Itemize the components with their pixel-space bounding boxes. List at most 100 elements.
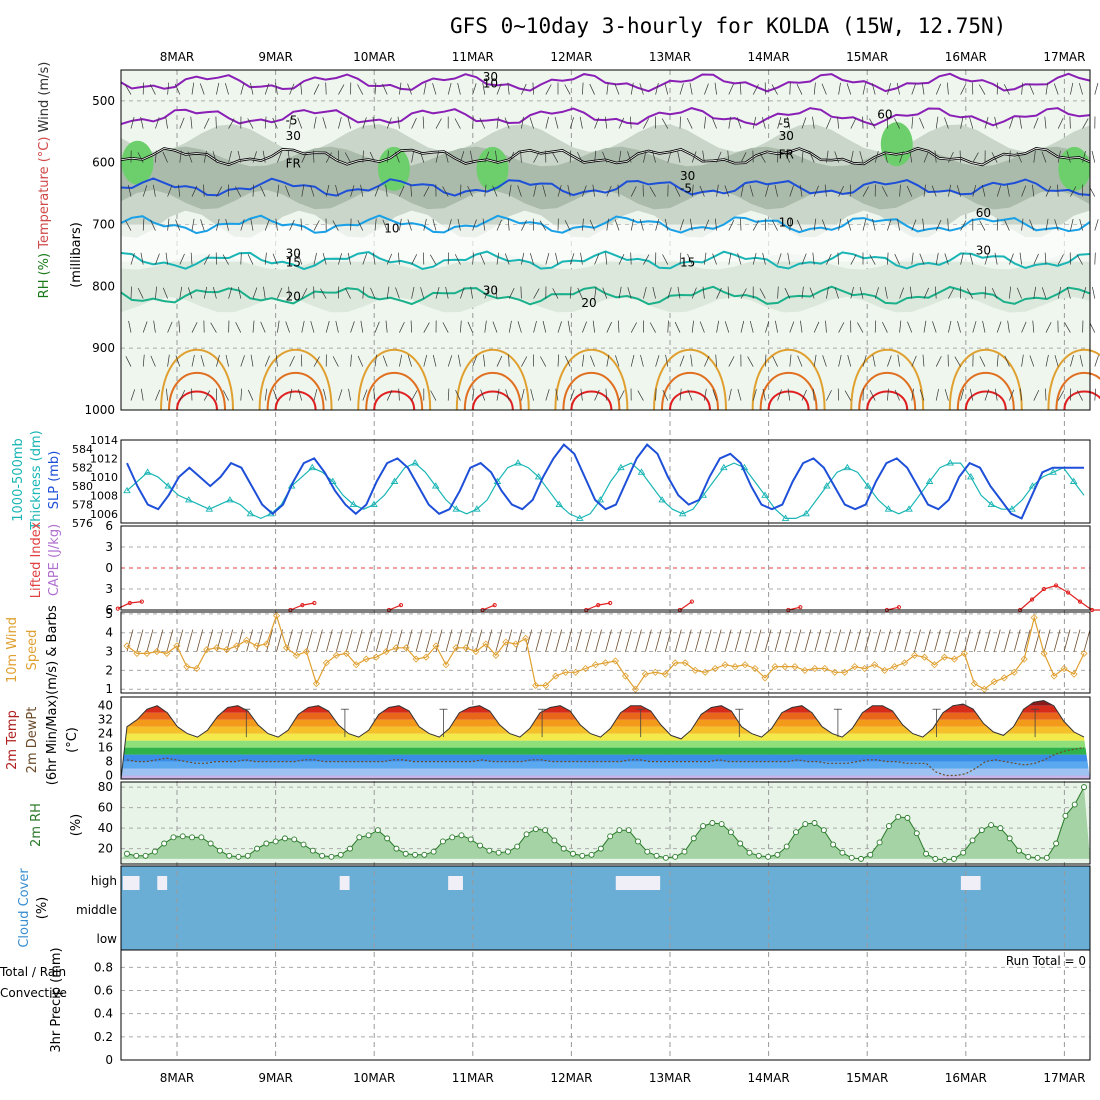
thickness-tick-label: 576: [72, 517, 93, 530]
axis-label-part: (millibars): [69, 222, 84, 288]
wind-barb: [643, 150, 647, 163]
wind-barb: [496, 388, 500, 401]
rh-point: [309, 847, 316, 854]
wind-barb: [457, 82, 461, 95]
wind-barb: [386, 150, 389, 163]
wind-barb: [137, 152, 144, 163]
wind-barb: [542, 320, 547, 333]
wind-barb: [262, 150, 266, 163]
wind-barb: [640, 354, 644, 367]
rh-clear-band: [121, 224, 1090, 262]
wind-barb: [579, 116, 583, 129]
wind-speed-point: [382, 647, 390, 656]
cloud-level-label: low: [97, 932, 118, 946]
surface-wind-barb: [983, 629, 991, 652]
wind-barb: [149, 84, 156, 95]
run-total-label: Run Total = 0: [1006, 954, 1086, 968]
thickness-marker: [246, 509, 255, 517]
wind-barb: [899, 151, 904, 163]
wind-barb: [605, 388, 608, 401]
wind-barb: [813, 185, 819, 197]
wind-barb: [789, 82, 791, 95]
wind-barb: [216, 218, 220, 231]
wind-barb: [191, 82, 195, 95]
wind-speed-point: [472, 647, 480, 656]
wind-barb: [472, 388, 475, 401]
wind-speed-point: [352, 661, 360, 669]
wind-barb: [728, 356, 735, 367]
wind-barb: [167, 82, 169, 95]
thickness-marker: [1008, 505, 1016, 512]
wind-barb: [277, 184, 280, 197]
wind-barb: [799, 184, 803, 197]
wind-barb: [530, 253, 534, 265]
rh-point: [848, 854, 855, 861]
wind-barb: [264, 252, 267, 265]
boundary-temp-contour: [669, 390, 711, 411]
wind-barb: [752, 84, 759, 95]
boundary-temp-contour: [850, 348, 925, 411]
thickness-marker: [1028, 482, 1037, 489]
wind-barb: [565, 355, 571, 367]
wind-barb: [225, 83, 229, 95]
wind-barb: [922, 354, 925, 367]
lifted-index-point: [1077, 599, 1083, 604]
thickness-marker: [534, 473, 543, 480]
rh-point: [133, 852, 140, 859]
thickness-marker: [967, 473, 975, 480]
thickness-axis-label: Thickness (dm): [29, 430, 44, 530]
wind-barb: [777, 253, 782, 265]
wind-barb: [130, 117, 135, 129]
wind-speed-line: [126, 613, 1085, 691]
axis-label-part: Cloud Cover: [17, 868, 32, 948]
thickness-marker: [1049, 468, 1057, 475]
wind-barb: [216, 186, 223, 197]
wind-axis-label: Speed: [25, 630, 40, 671]
date-label-bottom: 15MAR: [846, 1071, 888, 1085]
wind-barb: [495, 286, 498, 299]
wind-barb: [300, 218, 303, 231]
wind-barb: [919, 389, 925, 401]
contour-label: 30: [779, 129, 794, 143]
wind-barb: [1045, 82, 1049, 95]
wind-barb: [1041, 287, 1047, 299]
wind-barb: [777, 117, 782, 129]
wind-barb: [445, 286, 449, 299]
thickness-marker: [514, 459, 522, 466]
wind-speed-point: [930, 661, 939, 669]
wind-barb: [1009, 286, 1011, 299]
wind-barb: [407, 83, 412, 95]
thickness-marker: [596, 496, 605, 503]
date-label-top: 14MAR: [748, 50, 790, 64]
wind-barb: [1016, 151, 1022, 163]
wind-barb: [153, 320, 156, 333]
wind-barb: [484, 151, 490, 163]
wind-speed-point: [751, 664, 759, 673]
wind-barb: [397, 116, 400, 129]
surface-wind-barb: [555, 629, 563, 652]
rh-point: [449, 834, 456, 841]
cloud-level-label: high: [91, 874, 117, 888]
precip-tick-label: 0: [105, 1053, 113, 1067]
axis-label-part: Temperature (°C): [37, 132, 52, 249]
wind-barb: [615, 355, 620, 367]
wind-barb: [724, 185, 730, 197]
wind-barb: [887, 252, 889, 265]
axis-label-part: 1000-500mb: [11, 438, 26, 522]
wind-barb: [297, 117, 303, 129]
wind-barb: [362, 286, 365, 299]
rh-point: [542, 827, 549, 834]
temp-tick-label: 24: [98, 727, 113, 741]
wind-barb: [301, 288, 308, 299]
wind-barb: [492, 185, 498, 197]
wind-barb: [275, 82, 278, 95]
wind-speed-point: [562, 668, 570, 676]
isotherm-line: [120, 177, 1091, 197]
wind-barb: [1091, 150, 1096, 163]
wind-barb: [643, 286, 647, 299]
wind-barb: [617, 320, 620, 333]
wind-barb: [1009, 150, 1011, 163]
wind-barb: [517, 185, 522, 197]
wind-speed-point: [920, 653, 929, 661]
surface-wind-barb: [894, 629, 901, 652]
